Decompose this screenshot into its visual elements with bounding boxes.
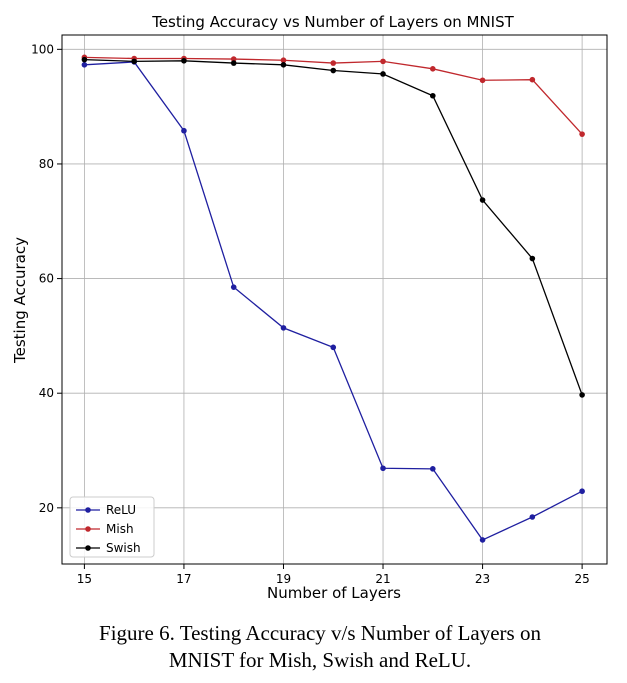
series-layer: [81, 54, 585, 543]
y-axis-title: Testing Accuracy: [11, 237, 29, 364]
data-point-swish: [230, 60, 237, 66]
y-tick-label: 40: [39, 386, 54, 400]
legend: ReLU Mish Swish: [69, 496, 155, 558]
caption-line-2: MNIST for Mish, Swish and ReLU.: [168, 648, 472, 672]
data-point-relu: [181, 127, 187, 134]
series-line-relu: [84, 61, 583, 541]
legend-label: ReLU: [106, 503, 136, 517]
data-point-relu: [529, 514, 536, 520]
legend-label: Mish: [106, 522, 134, 536]
x-tick-label: 19: [276, 572, 291, 586]
data-point-swish: [131, 58, 137, 65]
data-point-relu: [230, 284, 237, 290]
x-tick-label: 15: [77, 572, 92, 586]
data-point-swish: [181, 57, 187, 64]
x-axis-title: Number of Layers: [267, 584, 401, 602]
plot-frame: [61, 34, 608, 565]
data-point-mish: [380, 58, 386, 65]
data-point-relu: [81, 62, 88, 68]
data-point-swish: [579, 392, 585, 398]
data-point-swish: [81, 56, 88, 63]
y-tick-label: 100: [31, 42, 54, 56]
data-point-mish: [429, 66, 436, 72]
data-point-swish: [529, 255, 536, 262]
legend-marker: [85, 526, 91, 532]
data-point-mish: [230, 56, 237, 62]
y-tick-label: 60: [39, 272, 54, 286]
data-point-swish: [330, 67, 337, 74]
data-point-swish: [280, 62, 287, 68]
caption-line-1: Figure 6. Testing Accuracy v/s Number of…: [99, 621, 541, 645]
ticks: 15 17 19 21 23 25 20 40 60 80 100: [31, 42, 590, 586]
y-tick-label: 80: [39, 157, 54, 171]
grid: [62, 35, 607, 564]
data-point-mish: [479, 77, 486, 84]
data-point-relu: [429, 466, 436, 472]
data-point-relu: [579, 488, 585, 495]
data-point-swish: [429, 92, 436, 99]
legend-marker: [85, 545, 91, 551]
data-point-swish: [380, 71, 386, 77]
x-tick-label: 21: [375, 572, 390, 586]
x-tick-label: 23: [475, 572, 490, 586]
legend-marker: [85, 507, 91, 513]
chart-title: Testing Accuracy vs Number of Layers on …: [151, 13, 514, 31]
legend-label: Swish: [106, 541, 141, 555]
x-tick-label: 17: [176, 572, 191, 586]
data-point-relu: [479, 537, 486, 543]
data-point-relu: [380, 465, 386, 472]
x-tick-label: 25: [574, 572, 589, 586]
figure-caption: Figure 6. Testing Accuracy v/s Number of…: [40, 620, 600, 674]
data-point-relu: [330, 344, 337, 351]
data-point-mish: [579, 131, 585, 137]
legend-box: [69, 496, 155, 558]
data-point-relu: [280, 325, 287, 331]
data-point-mish: [529, 76, 536, 83]
data-point-mish: [330, 60, 337, 66]
data-point-swish: [479, 197, 486, 203]
y-tick-label: 20: [39, 501, 54, 515]
data-point-mish: [280, 57, 287, 64]
